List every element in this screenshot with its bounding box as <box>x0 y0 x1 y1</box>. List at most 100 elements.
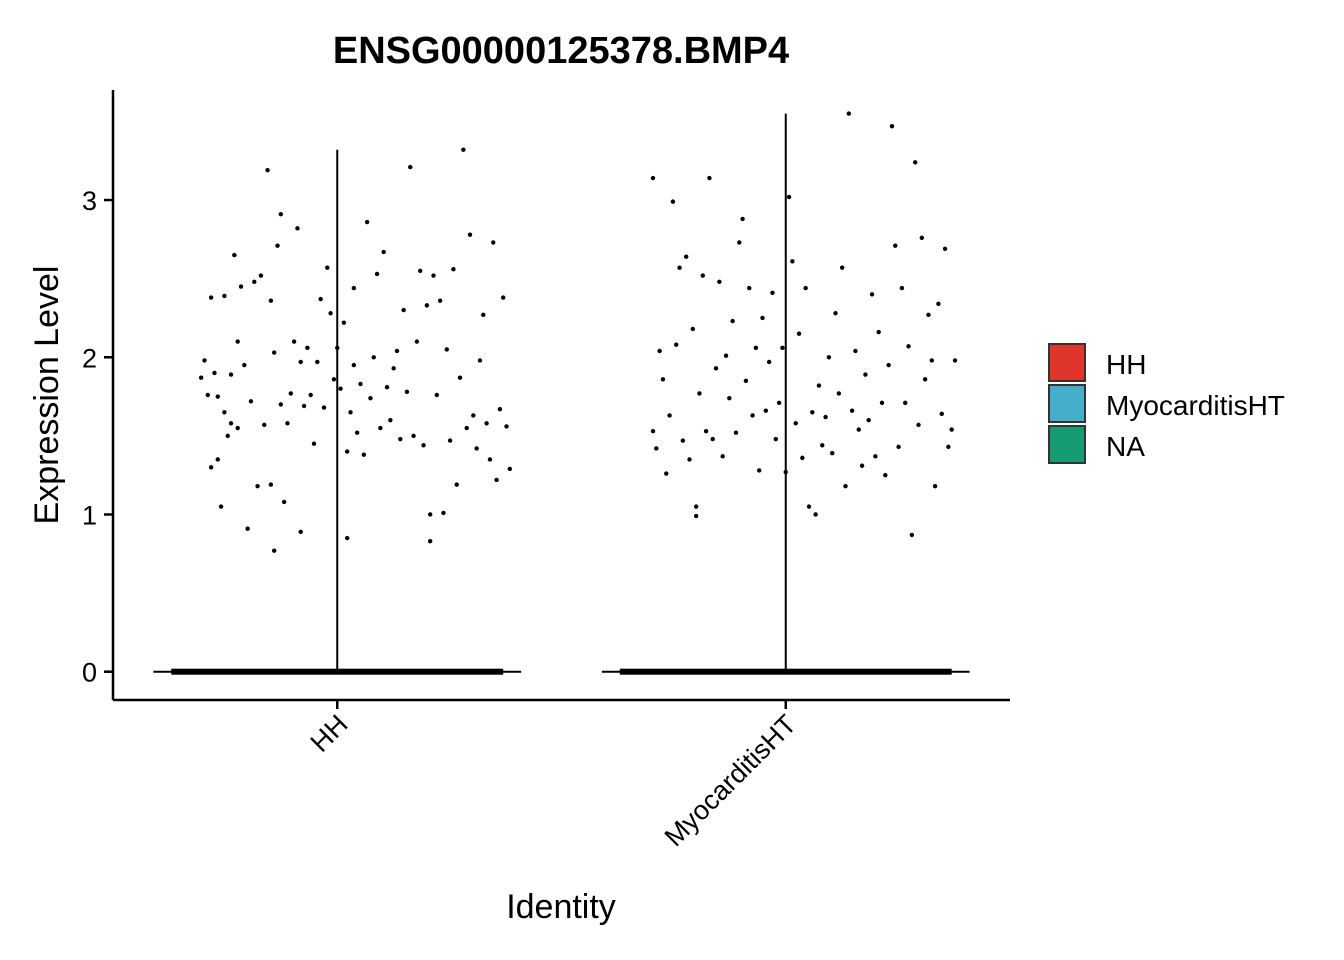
data-point <box>431 273 436 278</box>
data-point <box>248 399 254 404</box>
data-point <box>697 391 702 396</box>
y-tick-label: 3 <box>82 186 97 216</box>
data-point <box>361 452 367 457</box>
data-point <box>683 254 689 259</box>
data-point <box>916 422 921 428</box>
violins-layer <box>153 113 970 673</box>
data-point <box>932 483 938 489</box>
data-point <box>232 252 237 258</box>
data-point <box>906 344 911 349</box>
legend-swatch <box>1048 384 1086 423</box>
data-point <box>660 377 666 382</box>
data-point <box>414 339 420 344</box>
data-point <box>222 293 227 299</box>
data-point <box>853 348 858 354</box>
data-point <box>843 483 848 489</box>
data-point <box>677 265 682 270</box>
data-point <box>783 469 788 475</box>
data-point <box>444 347 449 352</box>
data-point <box>238 284 244 289</box>
data-point <box>364 219 370 225</box>
data-point <box>747 285 752 291</box>
y-axis-title: Expression Level <box>28 266 66 525</box>
data-point <box>733 430 739 435</box>
data-point <box>786 194 792 200</box>
data-point <box>404 389 410 395</box>
data-point <box>371 355 376 360</box>
data-point <box>800 455 805 461</box>
data-point <box>368 395 373 401</box>
data-point <box>454 482 459 487</box>
data-point <box>285 421 290 426</box>
data-point <box>328 311 333 316</box>
data-point <box>338 386 343 391</box>
data-point <box>929 358 934 363</box>
data-point <box>464 425 469 431</box>
data-point <box>335 345 340 351</box>
data-point <box>750 413 755 418</box>
data-point <box>341 320 347 325</box>
data-point <box>441 510 446 516</box>
data-point <box>484 421 489 426</box>
data-point <box>730 318 735 324</box>
data-point <box>467 232 473 237</box>
data-point <box>657 348 662 354</box>
data-point <box>690 326 696 332</box>
data-point <box>494 477 499 483</box>
data-point <box>298 359 303 365</box>
data-point <box>301 403 307 409</box>
data-point <box>713 366 719 371</box>
data-point <box>228 372 234 377</box>
data-point <box>298 529 303 534</box>
data-point <box>398 436 403 442</box>
data-point <box>763 408 769 413</box>
data-point <box>265 167 270 173</box>
data-point <box>325 265 330 270</box>
data-point <box>856 427 861 432</box>
data-point <box>391 366 396 371</box>
data-point <box>903 400 908 406</box>
data-point <box>388 417 393 423</box>
data-point <box>198 375 204 380</box>
data-point <box>215 457 220 462</box>
data-point <box>939 411 944 417</box>
data-point <box>866 417 871 423</box>
data-point <box>235 339 240 344</box>
data-point <box>215 394 220 399</box>
data-point <box>650 428 656 434</box>
legend-label: HH <box>1106 349 1146 380</box>
data-point <box>879 400 885 406</box>
data-point <box>710 436 715 442</box>
data-point <box>912 160 918 165</box>
zero-points-band <box>171 668 504 675</box>
data-point <box>776 400 782 406</box>
data-point <box>268 298 274 303</box>
y-tick-label: 0 <box>82 658 97 688</box>
data-point <box>262 422 267 428</box>
data-point <box>816 383 822 388</box>
data-point <box>418 268 423 273</box>
data-point <box>720 454 725 459</box>
data-point <box>281 499 287 505</box>
data-point <box>740 216 745 222</box>
data-point <box>849 408 855 413</box>
data-point <box>889 123 895 129</box>
data-point <box>421 443 426 448</box>
data-point <box>308 392 313 398</box>
data-point <box>487 457 493 462</box>
data-point <box>727 395 732 401</box>
data-point <box>205 392 211 398</box>
data-point <box>354 430 360 435</box>
data-point <box>859 463 865 468</box>
data-point <box>680 438 686 443</box>
data-point <box>909 532 915 538</box>
data-point <box>351 285 357 291</box>
data-point <box>873 454 878 459</box>
data-point <box>664 471 669 476</box>
data-point <box>766 359 772 365</box>
data-point <box>737 240 742 245</box>
data-point <box>434 392 440 398</box>
zero-points-band <box>619 668 952 675</box>
data-point <box>839 265 845 270</box>
data-point <box>278 212 284 217</box>
